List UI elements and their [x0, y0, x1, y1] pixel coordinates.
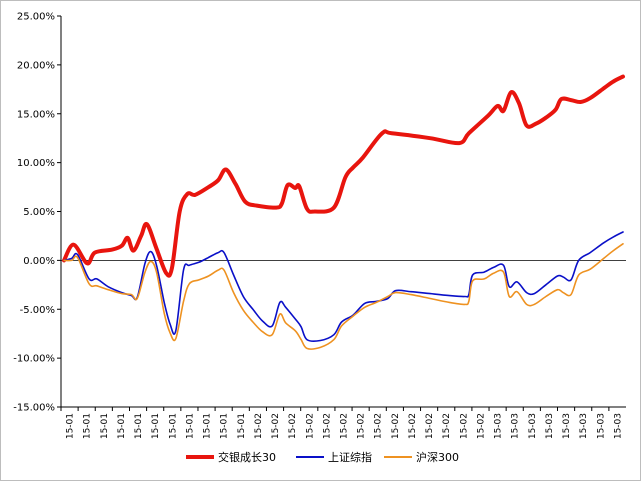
- y-tick-label: 20.00%: [17, 60, 55, 71]
- y-tick-label: -5.00%: [20, 305, 55, 316]
- y-tick-label: 25.00%: [17, 12, 55, 23]
- x-tick-label: 15-01: [151, 413, 161, 439]
- x-tick-label: 15-02: [271, 413, 281, 439]
- x-tick-label: 15-01: [168, 413, 178, 439]
- x-tick-label: 15-03: [562, 413, 572, 439]
- x-tick-label: 15-02: [340, 413, 350, 439]
- x-tick-label: 15-02: [408, 413, 418, 439]
- y-tick-label: 15.00%: [17, 109, 55, 120]
- x-tick-label: 15-03: [511, 413, 521, 439]
- x-tick-label: 15-02: [288, 413, 298, 439]
- x-tick-label: 15-02: [425, 413, 435, 439]
- x-tick-label: 15-01: [203, 413, 213, 439]
- series-lines: [62, 74, 625, 350]
- x-tick-label: 15-01: [134, 413, 144, 439]
- y-tick-label: 0.00%: [23, 256, 55, 267]
- x-tick-label: 15-02: [391, 413, 401, 439]
- x-tick-label: 15-03: [494, 413, 504, 439]
- x-tick-label: 15-02: [442, 413, 452, 439]
- y-tick-label: 10.00%: [17, 158, 55, 169]
- x-tick-label: 15-01: [237, 413, 247, 439]
- x-tick-label: 15-03: [528, 413, 538, 439]
- series-line-0: [62, 74, 625, 278]
- x-tick-label: 15-02: [254, 413, 264, 439]
- x-tick-label: 15-02: [357, 413, 367, 439]
- y-tick-label: -15.00%: [13, 403, 55, 414]
- x-tick-label: 15-03: [579, 413, 589, 439]
- x-tick-label: 15-01: [220, 413, 230, 439]
- x-tick-label: 15-01: [66, 413, 76, 439]
- x-tick-label: 15-02: [374, 413, 384, 439]
- x-tick-label: 15-02: [459, 413, 469, 439]
- x-tick-label: 15-01: [185, 413, 195, 439]
- x-tick-label: 15-03: [596, 413, 606, 439]
- series-line-1: [63, 231, 624, 342]
- x-axis: 15-01 15-01 15-01 15-01 15-01 15-01 15-01 15-01…: [60, 259, 626, 439]
- y-tick-label: -10.00%: [13, 354, 55, 365]
- x-tick-label: 15-03: [545, 413, 555, 439]
- legend-label-1: 上证综指: [328, 450, 372, 464]
- x-tick-label: 15-02: [305, 413, 315, 439]
- x-tick-label: 15-03: [613, 413, 623, 439]
- x-tick-label: 15-01: [100, 413, 110, 439]
- x-tick-label: 15-01: [117, 413, 127, 439]
- legend-label-0: 交银成长30: [218, 450, 276, 464]
- legend-label-2: 沪深300: [416, 450, 459, 464]
- y-tick-label: 5.00%: [23, 207, 55, 218]
- legend: 交银成长30 上证综指 沪深300: [186, 450, 459, 464]
- series-line-2: [63, 243, 624, 350]
- x-tick-label: 15-02: [476, 413, 486, 439]
- y-axis: -15.00% -10.00% -5.00% 0.00% 5.00% 10.00% 15.0…: [13, 12, 62, 414]
- x-tick-label: 15-02: [322, 413, 332, 439]
- x-tick-label: 15-01: [83, 413, 93, 439]
